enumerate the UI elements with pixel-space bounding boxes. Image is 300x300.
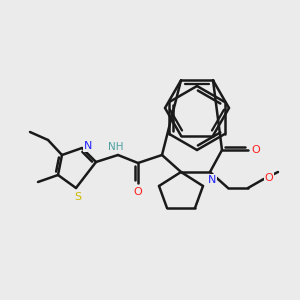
Text: O: O: [134, 187, 142, 197]
Text: N: N: [84, 141, 92, 151]
Text: N: N: [208, 175, 216, 185]
Text: O: O: [252, 145, 260, 155]
Text: S: S: [74, 192, 82, 202]
Text: O: O: [265, 173, 273, 183]
Text: NH: NH: [108, 142, 124, 152]
